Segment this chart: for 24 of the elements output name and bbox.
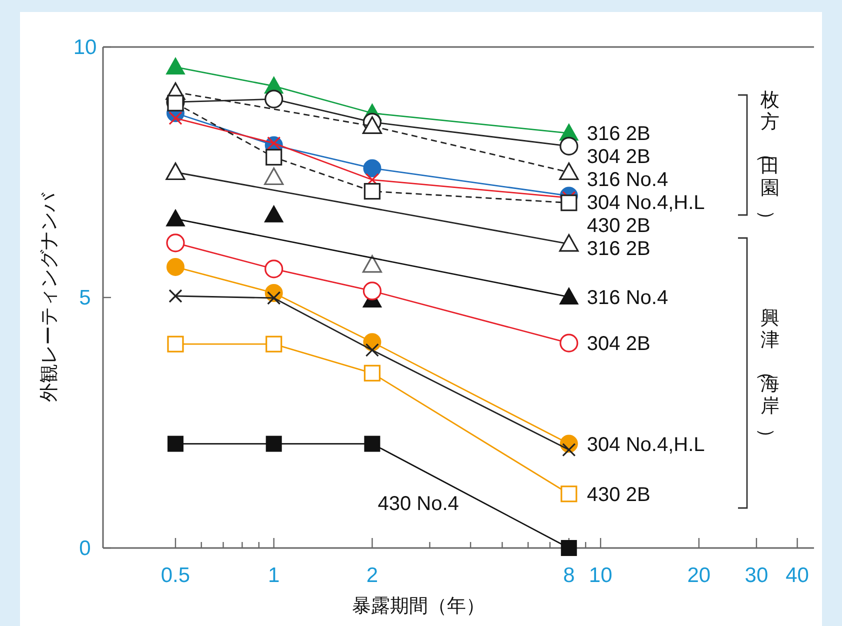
x-tick-label: 2 [366, 564, 378, 587]
y-tick-label: 5 [79, 286, 91, 310]
x-tick-label: 30 [744, 564, 768, 587]
x-tick-label: 0.5 [160, 564, 190, 587]
x-tick-label: 1 [268, 564, 280, 587]
series-label: 304 No.4,H.L [586, 434, 705, 456]
series-label: 304 No.4,H.L [586, 192, 705, 214]
series-label: 430 2B [586, 215, 650, 238]
series-label: 316 No.4 [586, 169, 668, 192]
series-label: 304 2B [586, 333, 650, 356]
x-tick-label: 40 [786, 564, 809, 587]
y-axis-title: 外観レーティングナンバ [39, 192, 60, 402]
x-tick-label: 8 [563, 564, 575, 587]
series-label: 304 2B [586, 146, 650, 168]
series-label: 430 No.4 [378, 493, 459, 515]
x-axis-title: 暴露期間（年） [352, 596, 485, 617]
y-tick-label: 0 [79, 537, 91, 560]
x-tick-label: 20 [687, 564, 711, 587]
x-tick-label: 10 [588, 564, 612, 587]
series-label: 430 2B [586, 484, 650, 506]
series-label: 316 2B [586, 238, 650, 260]
series-label: 316 2B [586, 123, 650, 146]
series-label: 316 No.4 [586, 287, 668, 309]
y-tick-label: 10 [73, 36, 97, 59]
